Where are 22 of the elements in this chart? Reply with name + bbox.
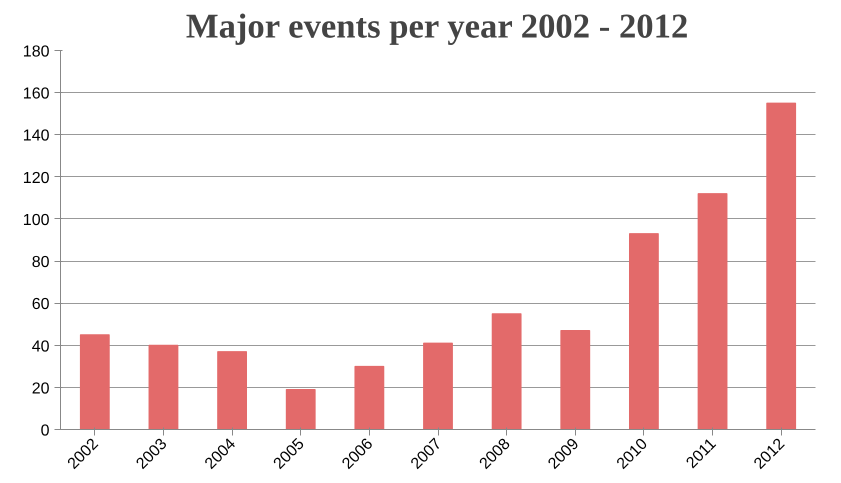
bar bbox=[492, 313, 522, 430]
bar bbox=[354, 366, 384, 430]
bar bbox=[766, 102, 796, 430]
y-tick-label: 0 bbox=[40, 422, 50, 440]
bar bbox=[698, 193, 728, 430]
chart-title: Major events per year 2002 - 2012 bbox=[186, 8, 688, 46]
y-tick-label: 160 bbox=[22, 86, 50, 103]
y-tick-label: 180 bbox=[22, 44, 50, 60]
bar bbox=[423, 342, 453, 430]
bar bbox=[560, 330, 590, 430]
bar bbox=[148, 344, 178, 430]
bar bbox=[628, 233, 659, 430]
y-tick-label: 40 bbox=[32, 338, 50, 356]
y-tick-label: 100 bbox=[22, 212, 50, 229]
bar bbox=[80, 334, 110, 430]
bar bbox=[286, 388, 316, 430]
y-tick-label: 140 bbox=[22, 128, 50, 145]
y-tick-label: 20 bbox=[32, 380, 50, 398]
y-tick-label: 80 bbox=[32, 254, 50, 272]
y-tick-label: 60 bbox=[32, 296, 50, 314]
bar bbox=[217, 351, 248, 430]
y-tick-label: 120 bbox=[22, 170, 50, 187]
